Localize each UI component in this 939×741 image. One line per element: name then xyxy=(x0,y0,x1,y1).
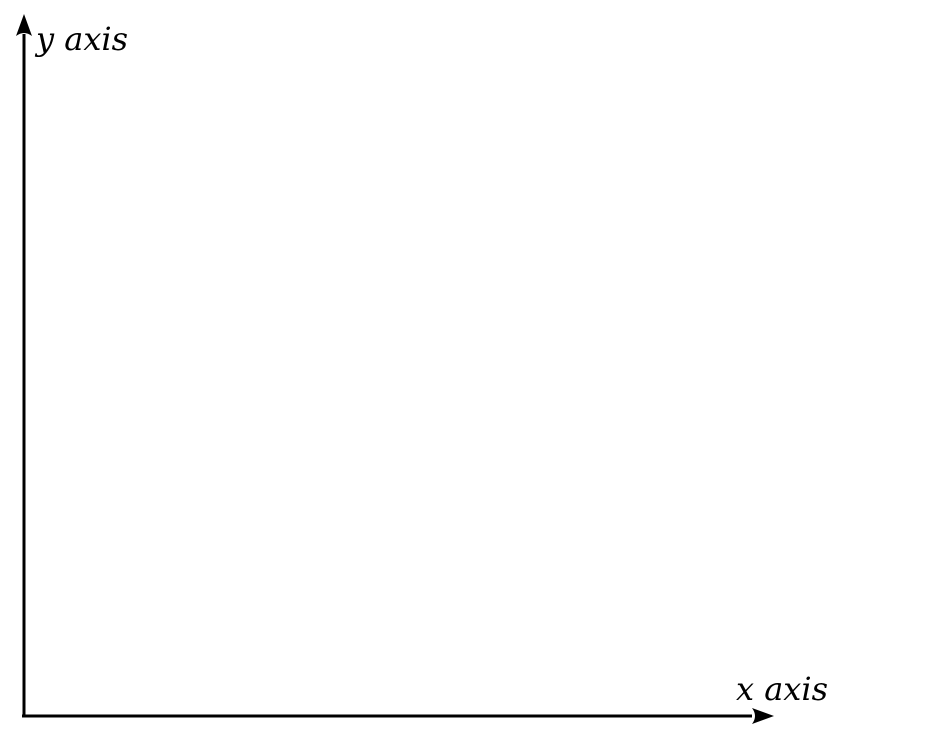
x-axis-label: x axis xyxy=(736,670,828,708)
y-axis-label: y axis xyxy=(34,20,128,58)
x-axis-arrowhead xyxy=(752,708,774,724)
y-axis-arrowhead xyxy=(16,14,32,36)
